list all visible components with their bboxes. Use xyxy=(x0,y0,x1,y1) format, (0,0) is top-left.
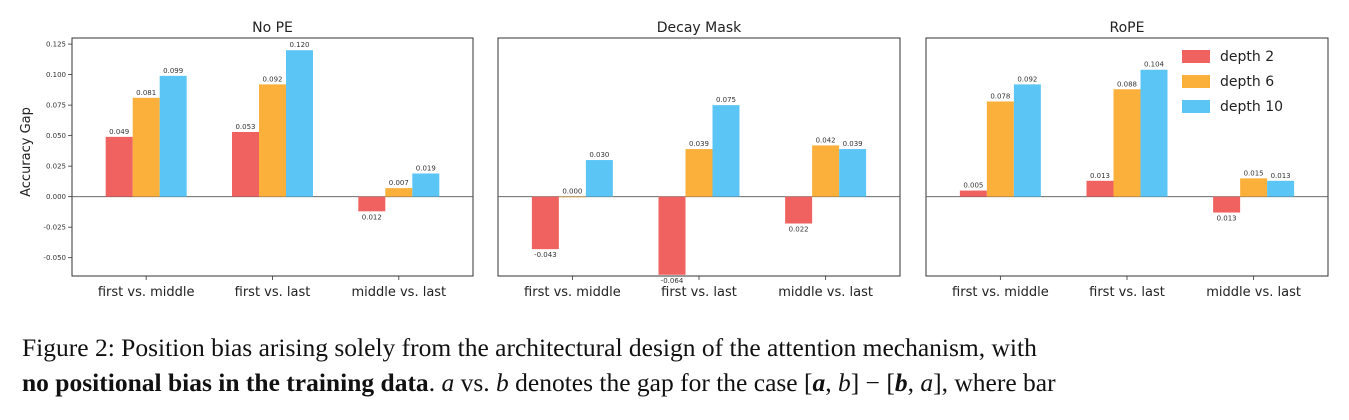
bar-depth-10 xyxy=(585,160,613,197)
bar-depth-6 xyxy=(259,84,286,197)
bar-depth-2 xyxy=(658,196,686,275)
chart-panel-2: Decay Mask first vs. middle -0.043 0.000 0.0… xyxy=(497,20,901,300)
chart-panel-1: No PE 0.125 0.100 0.075 0.050 0.025 0.000 -0.02… xyxy=(43,20,474,300)
bar-value-label: 0.092 xyxy=(262,75,282,83)
legend-label: depth 10 xyxy=(1220,99,1283,115)
bar-depth-6 xyxy=(812,145,840,197)
bar-value-label: -0.064 xyxy=(661,277,684,285)
bar-value-label: 0.007 xyxy=(389,179,409,187)
caption-line-2: no positional bias in the training data.… xyxy=(22,368,1056,397)
bar-depth-6 xyxy=(1240,178,1268,197)
bar-value-label: 0.039 xyxy=(843,140,863,148)
bar-depth-6 xyxy=(986,101,1014,197)
bar-depth-6 xyxy=(385,188,413,197)
bar-depth-6 xyxy=(685,149,713,197)
bar-value-label: 0.088 xyxy=(1117,80,1137,88)
bar-depth-2 xyxy=(232,131,259,197)
bar-depth-10 xyxy=(412,173,440,197)
bar-value-label: 0.022 xyxy=(789,226,809,234)
bar-value-label: 0.099 xyxy=(163,67,183,75)
bar-value-label: 0.012 xyxy=(362,213,382,221)
bar-depth-10 xyxy=(1267,180,1295,197)
x-tick-label: middle vs. last xyxy=(1206,285,1301,300)
y-axis-label: Accuracy Gap xyxy=(19,107,34,197)
bar-depth-2 xyxy=(358,196,386,212)
x-tick-label: first vs. last xyxy=(661,285,737,300)
bar-value-label: 0.015 xyxy=(1244,169,1264,177)
bar-value-label: 0.019 xyxy=(416,164,436,172)
bar-value-label: 0.120 xyxy=(289,41,309,49)
y-tick-label: 0.025 xyxy=(46,163,66,171)
chart-title: No PE xyxy=(252,20,293,36)
bar-value-label: 0.075 xyxy=(716,96,736,104)
bar-value-label: 0.078 xyxy=(990,92,1010,100)
bar-value-label: 0.013 xyxy=(1271,172,1291,180)
x-tick-label: first vs. middle xyxy=(524,285,621,300)
x-tick-label: middle vs. last xyxy=(778,285,873,300)
caption-line-1: Figure 2: Position bias arising solely f… xyxy=(22,333,1037,362)
y-tick-label: 0.125 xyxy=(46,41,66,49)
bar-depth-6 xyxy=(1113,89,1141,197)
x-tick-label: first vs. middle xyxy=(98,285,195,300)
bar-depth-10 xyxy=(712,105,740,197)
bar-depth-2 xyxy=(785,196,813,224)
bar-value-label: 0.049 xyxy=(109,128,129,136)
bar-depth-2 xyxy=(1086,180,1114,197)
bar-value-label: 0.013 xyxy=(1217,215,1237,223)
chart-title: RoPE xyxy=(1110,20,1145,36)
y-tick-label: 0.050 xyxy=(46,132,66,140)
bar-value-label: 0.092 xyxy=(1017,75,1037,83)
y-tick-label: 0.000 xyxy=(46,193,66,201)
y-tick-label: -0.050 xyxy=(43,254,66,262)
y-tick-label: 0.075 xyxy=(46,102,66,110)
bar-value-label: 0.081 xyxy=(136,89,156,97)
chart-panel-3: RoPE first vs. middle 0.005 0.078 0.092 first… xyxy=(925,20,1329,300)
bar-depth-6 xyxy=(558,196,586,198)
x-tick-label: first vs. last xyxy=(1089,285,1165,300)
y-tick-label: 0.100 xyxy=(46,71,66,79)
bar-depth-2 xyxy=(531,196,559,250)
caption-bold-phrase: no positional bias in the training data xyxy=(22,368,429,397)
legend-swatch xyxy=(1182,75,1210,88)
y-tick-label: -0.025 xyxy=(43,224,66,232)
bar-value-label: -0.043 xyxy=(534,251,557,259)
legend-label: depth 6 xyxy=(1220,74,1274,90)
bar-chart-figure: No PE 0.125 0.100 0.075 0.050 0.025 0.000 -0.02… xyxy=(19,20,1329,300)
bar-depth-10 xyxy=(286,50,313,197)
legend-swatch xyxy=(1182,100,1210,113)
bar-value-label: 0.013 xyxy=(1090,172,1110,180)
bar-depth-10 xyxy=(159,75,187,197)
x-tick-label: middle vs. last xyxy=(351,285,446,300)
x-tick-label: first vs. middle xyxy=(952,285,1049,300)
bar-value-label: 0.042 xyxy=(816,136,836,144)
legend-swatch xyxy=(1182,50,1210,63)
bar-value-label: 0.000 xyxy=(562,188,582,196)
bar-depth-2 xyxy=(1213,196,1241,213)
bar-depth-2 xyxy=(105,136,133,197)
bar-value-label: 0.039 xyxy=(689,140,709,148)
bar-depth-10 xyxy=(1013,84,1041,197)
bar-depth-10 xyxy=(839,149,867,197)
legend-label: depth 2 xyxy=(1220,49,1274,65)
bar-value-label: 0.104 xyxy=(1144,61,1165,69)
x-tick-label: first vs. last xyxy=(235,285,311,300)
bar-value-label: 0.053 xyxy=(235,123,255,131)
bar-value-label: 0.005 xyxy=(963,182,983,190)
bar-depth-10 xyxy=(1140,69,1168,197)
bar-depth-2 xyxy=(959,190,987,197)
bar-depth-6 xyxy=(132,97,160,197)
figure-caption: Figure 2: Position bias arising solely f… xyxy=(22,330,1342,400)
bar-value-label: 0.030 xyxy=(589,151,609,159)
chart-title: Decay Mask xyxy=(657,20,742,36)
